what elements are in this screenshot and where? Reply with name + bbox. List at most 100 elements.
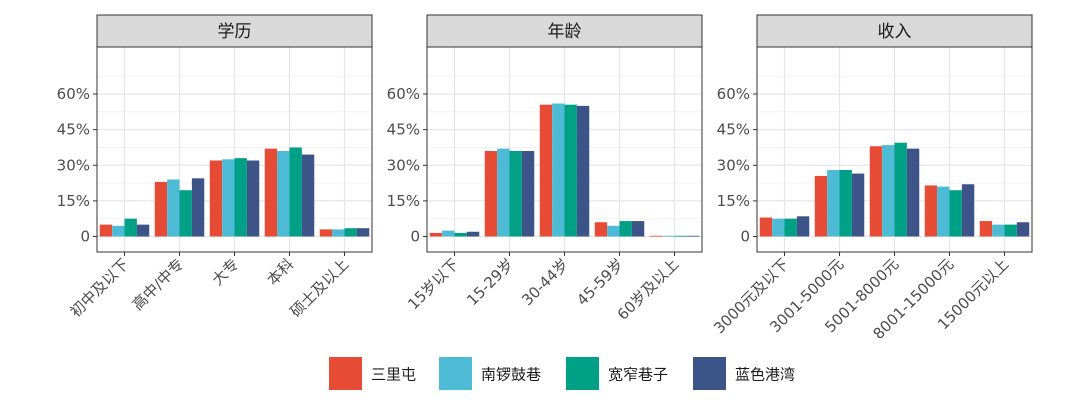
y-tick-label: 30% xyxy=(387,156,420,174)
legend-key xyxy=(329,357,362,390)
bar-三里屯-60岁及以上 xyxy=(649,235,663,237)
bar-蓝色港湾-硕士及以上 xyxy=(356,228,370,237)
bar-三里屯-大专 xyxy=(209,160,223,237)
bar-南锣鼓巷-高中/中专 xyxy=(167,179,180,237)
bar-南锣鼓巷-初中及以下 xyxy=(112,225,125,237)
legend-key xyxy=(693,357,726,390)
x-tick-label: 初中及以下 xyxy=(67,255,133,321)
bar-南锣鼓巷-本科 xyxy=(277,151,290,237)
bar-宽窄巷子-本科 xyxy=(289,147,302,237)
bar-宽窄巷子-初中及以下 xyxy=(124,218,137,237)
bar-南锣鼓巷-15岁以下 xyxy=(442,230,455,237)
bar-南锣鼓巷-15-29岁 xyxy=(497,148,510,237)
bar-三里屯-初中及以下 xyxy=(99,224,113,237)
bar-南锣鼓巷-硕士及以上 xyxy=(332,229,345,237)
bar-宽窄巷子-高中/中专 xyxy=(179,190,192,237)
y-tick-label: 30% xyxy=(57,156,90,174)
legend-label: 三里屯 xyxy=(371,366,416,384)
bar-三里屯-15000元以上 xyxy=(979,221,993,237)
y-tick-label: 60% xyxy=(387,85,420,103)
bar-蓝色港湾-15-29岁 xyxy=(521,151,535,237)
legend-label: 南锣鼓巷 xyxy=(481,366,541,384)
bar-南锣鼓巷-60岁及以上 xyxy=(662,235,675,237)
x-tick-label: 硕士及以上 xyxy=(287,255,353,321)
bar-南锣鼓巷-3001-5000元 xyxy=(827,170,840,237)
legend: 三里屯 南锣鼓巷 宽窄巷子 蓝色港湾 xyxy=(329,357,795,390)
y-tick-label: 0 xyxy=(740,228,750,246)
bar-宽窄巷子-5001-8000元 xyxy=(894,142,907,237)
bar-宽窄巷子-大专 xyxy=(234,158,247,237)
bar-蓝色港湾-大专 xyxy=(246,160,260,237)
x-tick-label: 15-29岁 xyxy=(463,255,517,309)
bar-宽窄巷子-3001-5000元 xyxy=(839,170,852,237)
y-tick-label: 15% xyxy=(717,192,750,210)
bar-三里屯-3001-5000元 xyxy=(814,175,828,237)
y-tick-label: 45% xyxy=(57,121,90,139)
x-tick-label: 30-44岁 xyxy=(518,255,572,309)
bar-三里屯-45-59岁 xyxy=(594,222,608,237)
y-tick-label: 60% xyxy=(57,85,90,103)
y-tick-label: 30% xyxy=(717,156,750,174)
bar-宽窄巷子-60岁及以上 xyxy=(674,235,687,237)
bar-三里屯-15岁以下 xyxy=(429,232,443,237)
y-tick-label: 0 xyxy=(80,228,90,246)
bar-宽窄巷子-15000元以上 xyxy=(1004,224,1017,237)
legend-item-2: 南锣鼓巷 xyxy=(439,357,541,390)
bar-蓝色港湾-8001-15000元 xyxy=(961,184,975,237)
bar-蓝色港湾-60岁及以上 xyxy=(686,235,700,237)
y-tick-label: 60% xyxy=(717,85,750,103)
y-tick-label: 45% xyxy=(387,121,420,139)
bar-蓝色港湾-初中及以下 xyxy=(136,224,150,237)
bar-三里屯-30-44岁 xyxy=(539,104,553,237)
bar-宽窄巷子-硕士及以上 xyxy=(344,228,357,237)
bar-三里屯-5001-8000元 xyxy=(869,146,883,237)
bar-三里屯-硕士及以上 xyxy=(319,229,333,237)
y-tick-label: 15% xyxy=(57,192,90,210)
legend-key xyxy=(439,357,472,390)
bar-宽窄巷子-45-59岁 xyxy=(619,221,632,237)
facet-title: 学历 xyxy=(218,22,252,42)
bar-蓝色港湾-高中/中专 xyxy=(191,178,205,237)
bar-南锣鼓巷-5001-8000元 xyxy=(882,145,895,237)
bar-宽窄巷子-15岁以下 xyxy=(454,232,467,237)
bar-南锣鼓巷-15000元以上 xyxy=(992,224,1005,237)
y-tick-label: 15% xyxy=(387,192,420,210)
legend-label: 宽窄巷子 xyxy=(608,366,668,384)
legend-item-1: 三里屯 xyxy=(329,357,416,390)
bar-蓝色港湾-45-59岁 xyxy=(631,221,645,237)
y-tick-label: 45% xyxy=(717,121,750,139)
bar-三里屯-3000元及以下 xyxy=(759,217,773,237)
bar-宽窄巷子-8001-15000元 xyxy=(949,190,962,237)
bar-蓝色港湾-15岁以下 xyxy=(466,231,480,237)
bar-南锣鼓巷-8001-15000元 xyxy=(937,186,950,237)
legend-label: 蓝色港湾 xyxy=(735,366,795,384)
bar-蓝色港湾-3000元及以下 xyxy=(796,216,810,237)
bar-蓝色港湾-3001-5000元 xyxy=(851,173,865,237)
y-tick-label: 0 xyxy=(410,228,420,246)
chart-panel-3: 收入015%30%45%60%3000元及以下3001-5000元5001-80… xyxy=(710,14,1033,343)
bar-三里屯-8001-15000元 xyxy=(924,185,938,237)
x-tick-label: 45-59岁 xyxy=(573,255,627,309)
bar-三里屯-15-29岁 xyxy=(484,151,498,237)
bar-三里屯-本科 xyxy=(264,148,278,237)
legend-key xyxy=(566,357,599,390)
bar-南锣鼓巷-大专 xyxy=(222,159,235,237)
legend-item-4: 蓝色港湾 xyxy=(693,357,795,390)
bar-蓝色港湾-5001-8000元 xyxy=(906,148,920,237)
bar-宽窄巷子-3000元及以下 xyxy=(784,218,797,237)
facet-strip xyxy=(96,14,373,48)
bar-蓝色港湾-本科 xyxy=(301,154,315,237)
bar-蓝色港湾-15000元以上 xyxy=(1016,222,1030,237)
bar-南锣鼓巷-30-44岁 xyxy=(552,103,565,237)
bar-南锣鼓巷-3000元及以下 xyxy=(772,218,785,237)
x-tick-label: 高中/中专 xyxy=(129,255,188,314)
legend-item-3: 宽窄巷子 xyxy=(566,357,668,390)
x-tick-label: 15岁以下 xyxy=(404,255,462,313)
facet-title: 收入 xyxy=(878,22,912,42)
x-tick-label: 本科 xyxy=(263,255,297,289)
facet-title: 年龄 xyxy=(548,22,582,42)
bar-蓝色港湾-30-44岁 xyxy=(576,105,590,237)
